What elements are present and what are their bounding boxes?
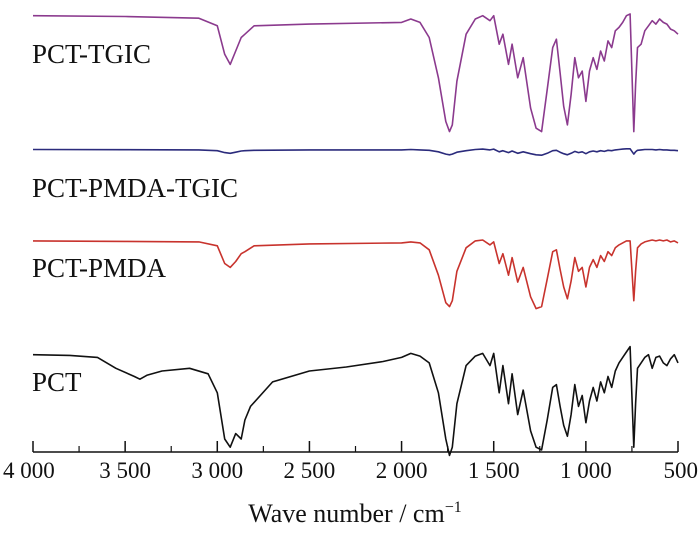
- series-label-pct-pmda: PCT-PMDA: [32, 253, 167, 283]
- series-label-pct-tgic: PCT-TGIC: [32, 39, 151, 69]
- x-tick-label: 2 000: [376, 458, 428, 483]
- x-tick-label: 4 000: [3, 458, 55, 483]
- series-line-pct-pmda: [32, 239, 679, 310]
- series-label-pct: PCT: [32, 367, 82, 397]
- x-tick-label: 1 500: [468, 458, 520, 483]
- x-tick-label: 1 000: [560, 458, 612, 483]
- x-tick-label: 3 000: [191, 458, 243, 483]
- series-line-pct: [32, 345, 679, 457]
- series-layer: [32, 13, 679, 457]
- series-label-pct-pmda-tgic: PCT-PMDA-TGIC: [32, 173, 238, 203]
- series-line-pct-pmda-tgic: [32, 148, 679, 156]
- x-axis-ticks: 4 000 3 500 3 000 2 500 2 000 1 500 1 000 500: [3, 441, 698, 483]
- x-tick-label: 3 500: [99, 458, 151, 483]
- x-tick-label: 2 500: [284, 458, 336, 483]
- series-line-pct-tgic: [32, 13, 679, 133]
- x-axis-title-text: Wave number / cm: [248, 499, 444, 528]
- x-axis-title: Wave number / cm−1: [248, 499, 461, 528]
- x-axis-title-superscript: −1: [445, 499, 462, 516]
- x-tick-label: 500: [664, 458, 699, 483]
